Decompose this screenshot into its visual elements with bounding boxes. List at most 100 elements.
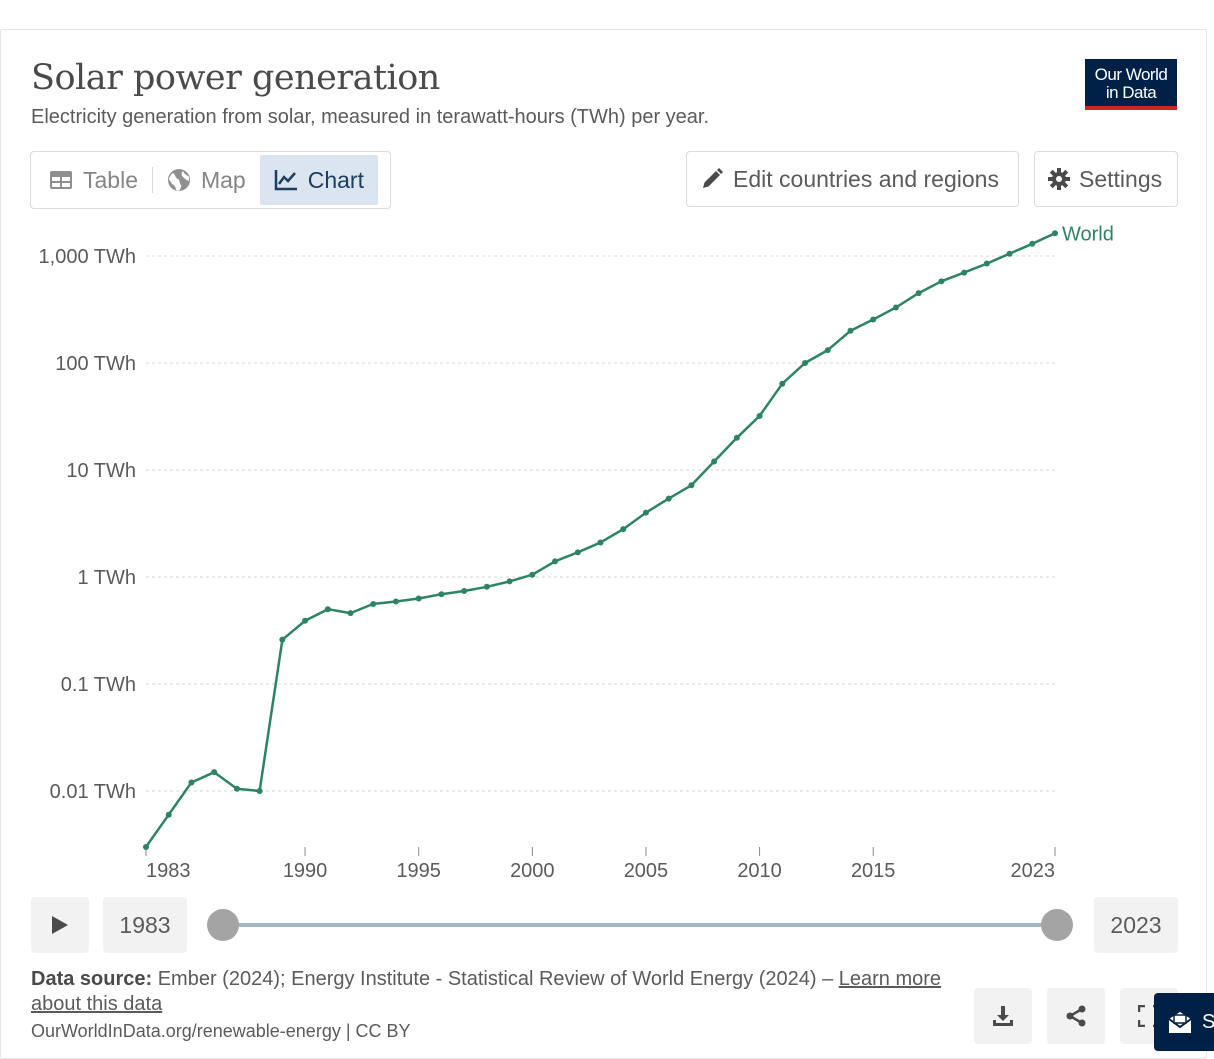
data-point [665, 495, 672, 502]
data-point [961, 269, 968, 276]
x-tick-label: 1983 [146, 860, 191, 882]
data-point [642, 509, 649, 516]
data-point [870, 316, 877, 323]
y-tick-label: 1,000 TWh [39, 246, 136, 268]
logo-line-2: in Data [1105, 83, 1157, 102]
data-point [915, 290, 922, 297]
x-axis: 1983 1990 1995 2000 2005 2010 2015 2023 [145, 847, 1056, 882]
data-point [802, 360, 809, 366]
x-tick-label: 2023 [1011, 860, 1056, 882]
data-point [233, 785, 240, 792]
data-point [733, 434, 740, 441]
y-tick-label: 0.01 TWh [50, 781, 136, 803]
data-point [483, 583, 490, 590]
tab-chart-label: Chart [307, 166, 364, 193]
learn-more-link[interactable]: Learn more about this data [31, 968, 942, 1015]
settings-label: Settings [1079, 165, 1163, 192]
timeline-start-year: 1983 [103, 897, 187, 953]
data-point [461, 587, 468, 594]
timeline-end-handle[interactable] [1041, 909, 1073, 941]
data-point [188, 779, 195, 786]
data-point [1052, 230, 1058, 237]
x-tick-label: 1990 [283, 860, 328, 882]
tab-map[interactable]: Map [153, 155, 260, 205]
data-point [256, 788, 263, 794]
data-point [279, 636, 286, 643]
data-point [506, 578, 513, 585]
y-tick-label: 100 TWh [55, 353, 136, 375]
feedback-label: S [1202, 1010, 1214, 1033]
data-point [620, 526, 627, 533]
tab-divider [151, 167, 153, 193]
timeline-end-year: 2023 [1094, 897, 1178, 953]
data-point [1006, 250, 1013, 257]
y-tick-label: 1 TWh [77, 567, 136, 589]
x-tick-label: 2000 [510, 860, 555, 882]
share-icon [1066, 1005, 1086, 1027]
settings-button[interactable]: Settings [1034, 151, 1178, 207]
owid-logo[interactable]: Our World in Data [1085, 59, 1177, 110]
globe-icon [167, 169, 190, 191]
source-url[interactable]: OurWorldInData.org/renewable-energy | CC… [31, 1021, 411, 1041]
line-chart-icon [274, 170, 297, 191]
data-point [824, 347, 831, 354]
edit-countries-label: Edit countries and regions [733, 165, 999, 192]
x-tick-label: 2015 [851, 860, 896, 882]
data-point [415, 595, 422, 602]
x-tick-label: 2010 [737, 860, 782, 882]
data-point [529, 571, 536, 578]
pencil-icon [703, 168, 723, 188]
data-point [892, 304, 899, 311]
chart-title: Solar power generation [31, 58, 440, 98]
table-icon [50, 171, 72, 189]
source-text: Ember (2024); Energy Institute - Statist… [152, 968, 839, 990]
tab-map-label: Map [200, 166, 246, 193]
envelope-icon [1168, 1012, 1192, 1033]
y-axis-labels: 0.01 TWh 0.1 TWh 1 TWh 10 TWh 100 TWh 1,000 T… [39, 246, 136, 803]
data-source: Data source: Ember (2024); Energy Instit… [31, 967, 971, 1017]
data-point [688, 482, 695, 489]
play-button[interactable] [31, 897, 89, 953]
data-point [938, 278, 945, 285]
share-button[interactable] [1047, 988, 1105, 1044]
data-point [574, 549, 581, 556]
data-point [711, 458, 718, 465]
gridlines [146, 255, 1055, 792]
data-point [165, 811, 172, 818]
series-world: World [143, 223, 1114, 850]
data-point [847, 327, 854, 334]
data-point [211, 769, 218, 776]
timeline-start-handle[interactable] [207, 909, 239, 941]
tab-chart[interactable]: Chart [259, 155, 378, 205]
edit-countries-button[interactable]: Edit countries and regions [686, 151, 1019, 207]
source-label: Data source: [31, 968, 153, 990]
data-point [597, 539, 604, 546]
x-tick-label: 2005 [624, 860, 669, 882]
data-point [392, 598, 399, 605]
logo-line-1: Our World [1094, 65, 1168, 84]
y-tick-label: 10 TWh [66, 460, 136, 482]
gear-icon [1048, 168, 1070, 190]
data-point [779, 380, 786, 387]
tab-table-label: Table [83, 166, 138, 193]
line-chart: 0.01 TWh 0.1 TWh 1 TWh 10 TWh 100 TWh 1,000 T… [39, 223, 1114, 882]
timeline-track[interactable] [222, 923, 1057, 927]
data-point [324, 606, 331, 613]
play-icon [52, 916, 68, 934]
view-tabs: Table Map Chart [30, 151, 391, 209]
data-point [438, 591, 445, 598]
data-point [1029, 240, 1036, 247]
download-icon [993, 1006, 1013, 1026]
data-point [756, 412, 763, 419]
data-point [983, 260, 990, 267]
y-tick-label: 0.1 TWh [61, 674, 136, 696]
feedback-button[interactable]: S [1154, 993, 1214, 1051]
data-point [370, 600, 377, 607]
data-point [347, 610, 354, 617]
x-tick-label: 1995 [396, 860, 441, 882]
download-button[interactable] [974, 988, 1032, 1044]
chart-subtitle: Electricity generation from solar, measu… [31, 106, 710, 128]
series-label: World [1062, 223, 1114, 245]
tab-table[interactable]: Table [35, 155, 152, 205]
data-point [143, 843, 149, 850]
